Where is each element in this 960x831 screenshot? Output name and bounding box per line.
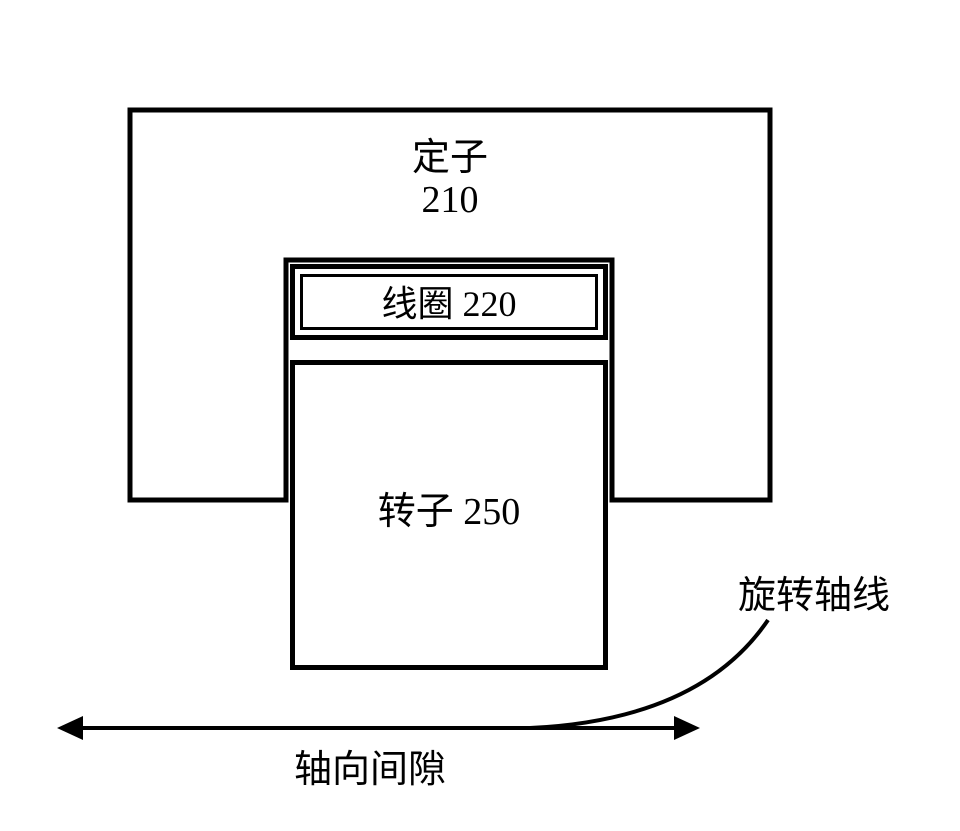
rotation-axis-label: 旋转轴线 [738, 576, 890, 618]
rotation-axis-text: 旋转轴线 [738, 575, 890, 617]
rotation-axis-leader [0, 0, 960, 831]
diagram-canvas: 定子 210 线圈 220 转子 250 轴向间隙 旋转轴线 [0, 0, 960, 831]
